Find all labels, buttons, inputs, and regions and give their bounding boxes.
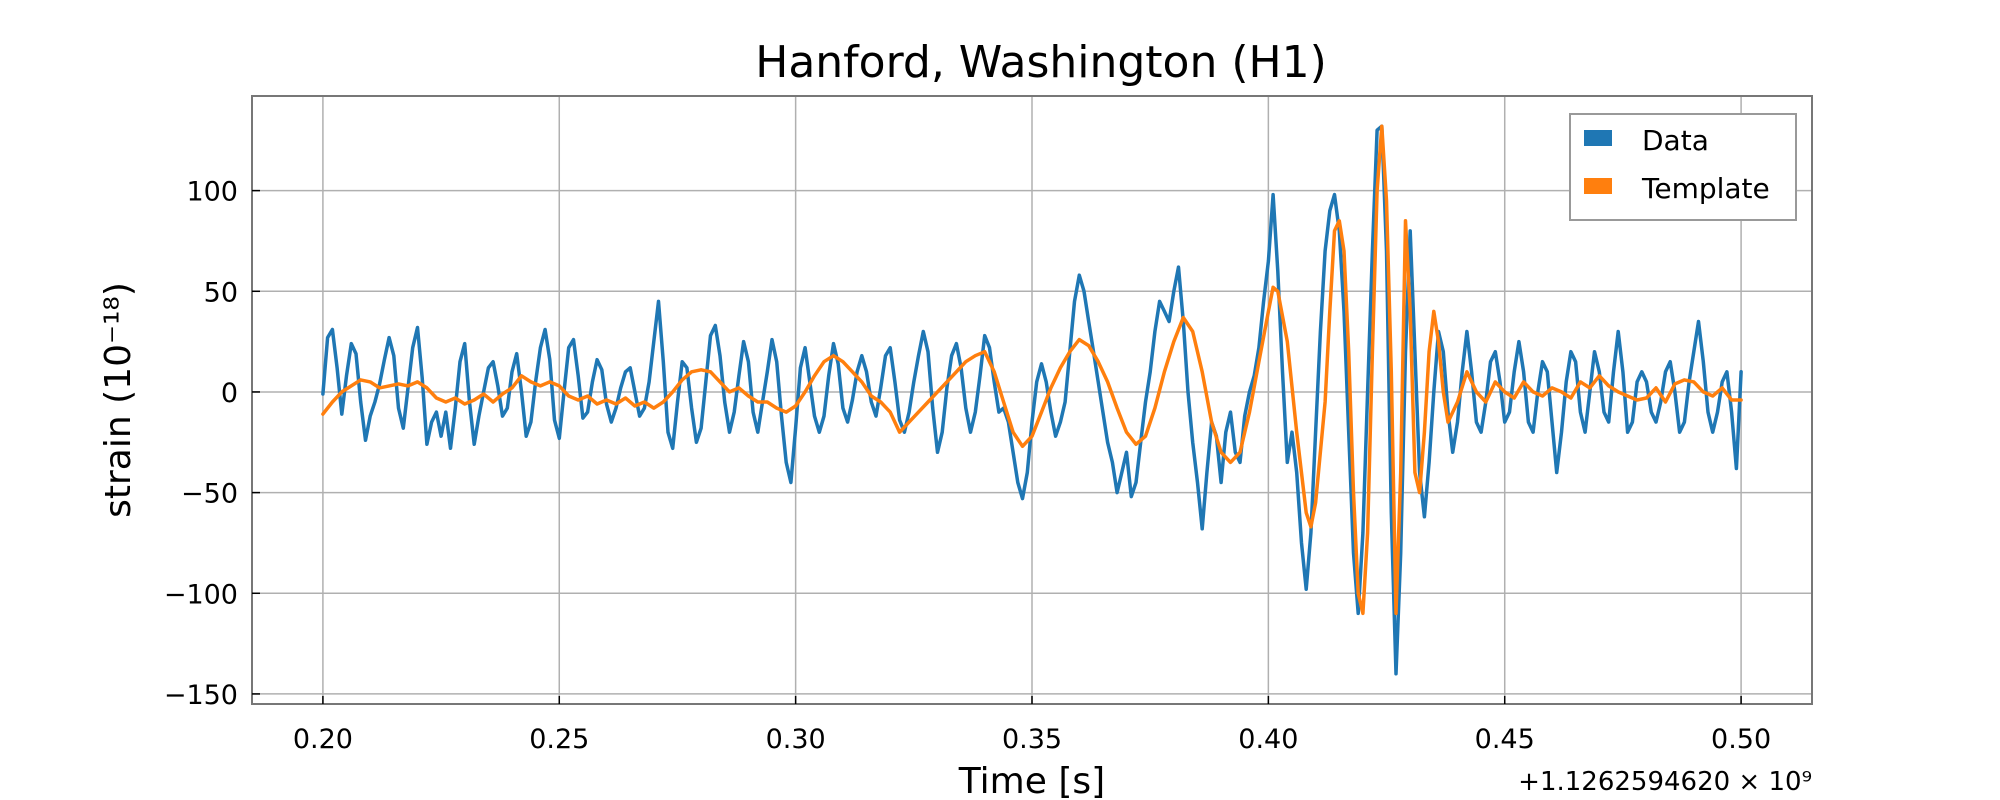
legend-label-template: Template [1641, 172, 1770, 205]
series-line-template [321, 124, 1743, 616]
y-tick-label: −150 [164, 680, 238, 711]
series-line-data [321, 124, 1743, 676]
grid [252, 96, 1812, 704]
x-tick-label: 0.40 [1238, 724, 1298, 755]
y-axis: 100 50 0 −50 −100 −150 [164, 177, 260, 711]
legend-swatch-data [1584, 130, 1612, 146]
legend-label-data: Data [1642, 124, 1709, 157]
y-tick-label: 100 [186, 177, 238, 208]
x-tick-label: 0.45 [1475, 724, 1535, 755]
x-axis-label: Time [s] [958, 761, 1105, 800]
x-tick-label: 0.25 [529, 724, 589, 755]
x-tick-label: 0.35 [1002, 724, 1062, 755]
y-tick-label: 50 [204, 277, 238, 308]
x-tick-label: 0.20 [293, 724, 353, 755]
legend-swatch-template [1584, 178, 1612, 194]
y-tick-label: 0 [221, 378, 238, 409]
legend: Data Template [1569, 113, 1797, 221]
x-tick-label: 0.30 [766, 724, 826, 755]
x-tick-label: 0.50 [1711, 724, 1771, 755]
y-tick-label: −50 [181, 479, 238, 510]
y-tick-label: −100 [164, 579, 238, 610]
series-layer [321, 124, 1743, 676]
x-axis: 0.20 0.25 0.30 0.35 0.40 0.45 0.50 [293, 696, 1771, 755]
x-offset-label: +1.1262594620 × 10⁹ [1518, 767, 1812, 797]
y-axis-label: strain (10⁻¹⁸) [98, 282, 139, 518]
chart-title: Hanford, Washington (H1) [755, 37, 1327, 88]
